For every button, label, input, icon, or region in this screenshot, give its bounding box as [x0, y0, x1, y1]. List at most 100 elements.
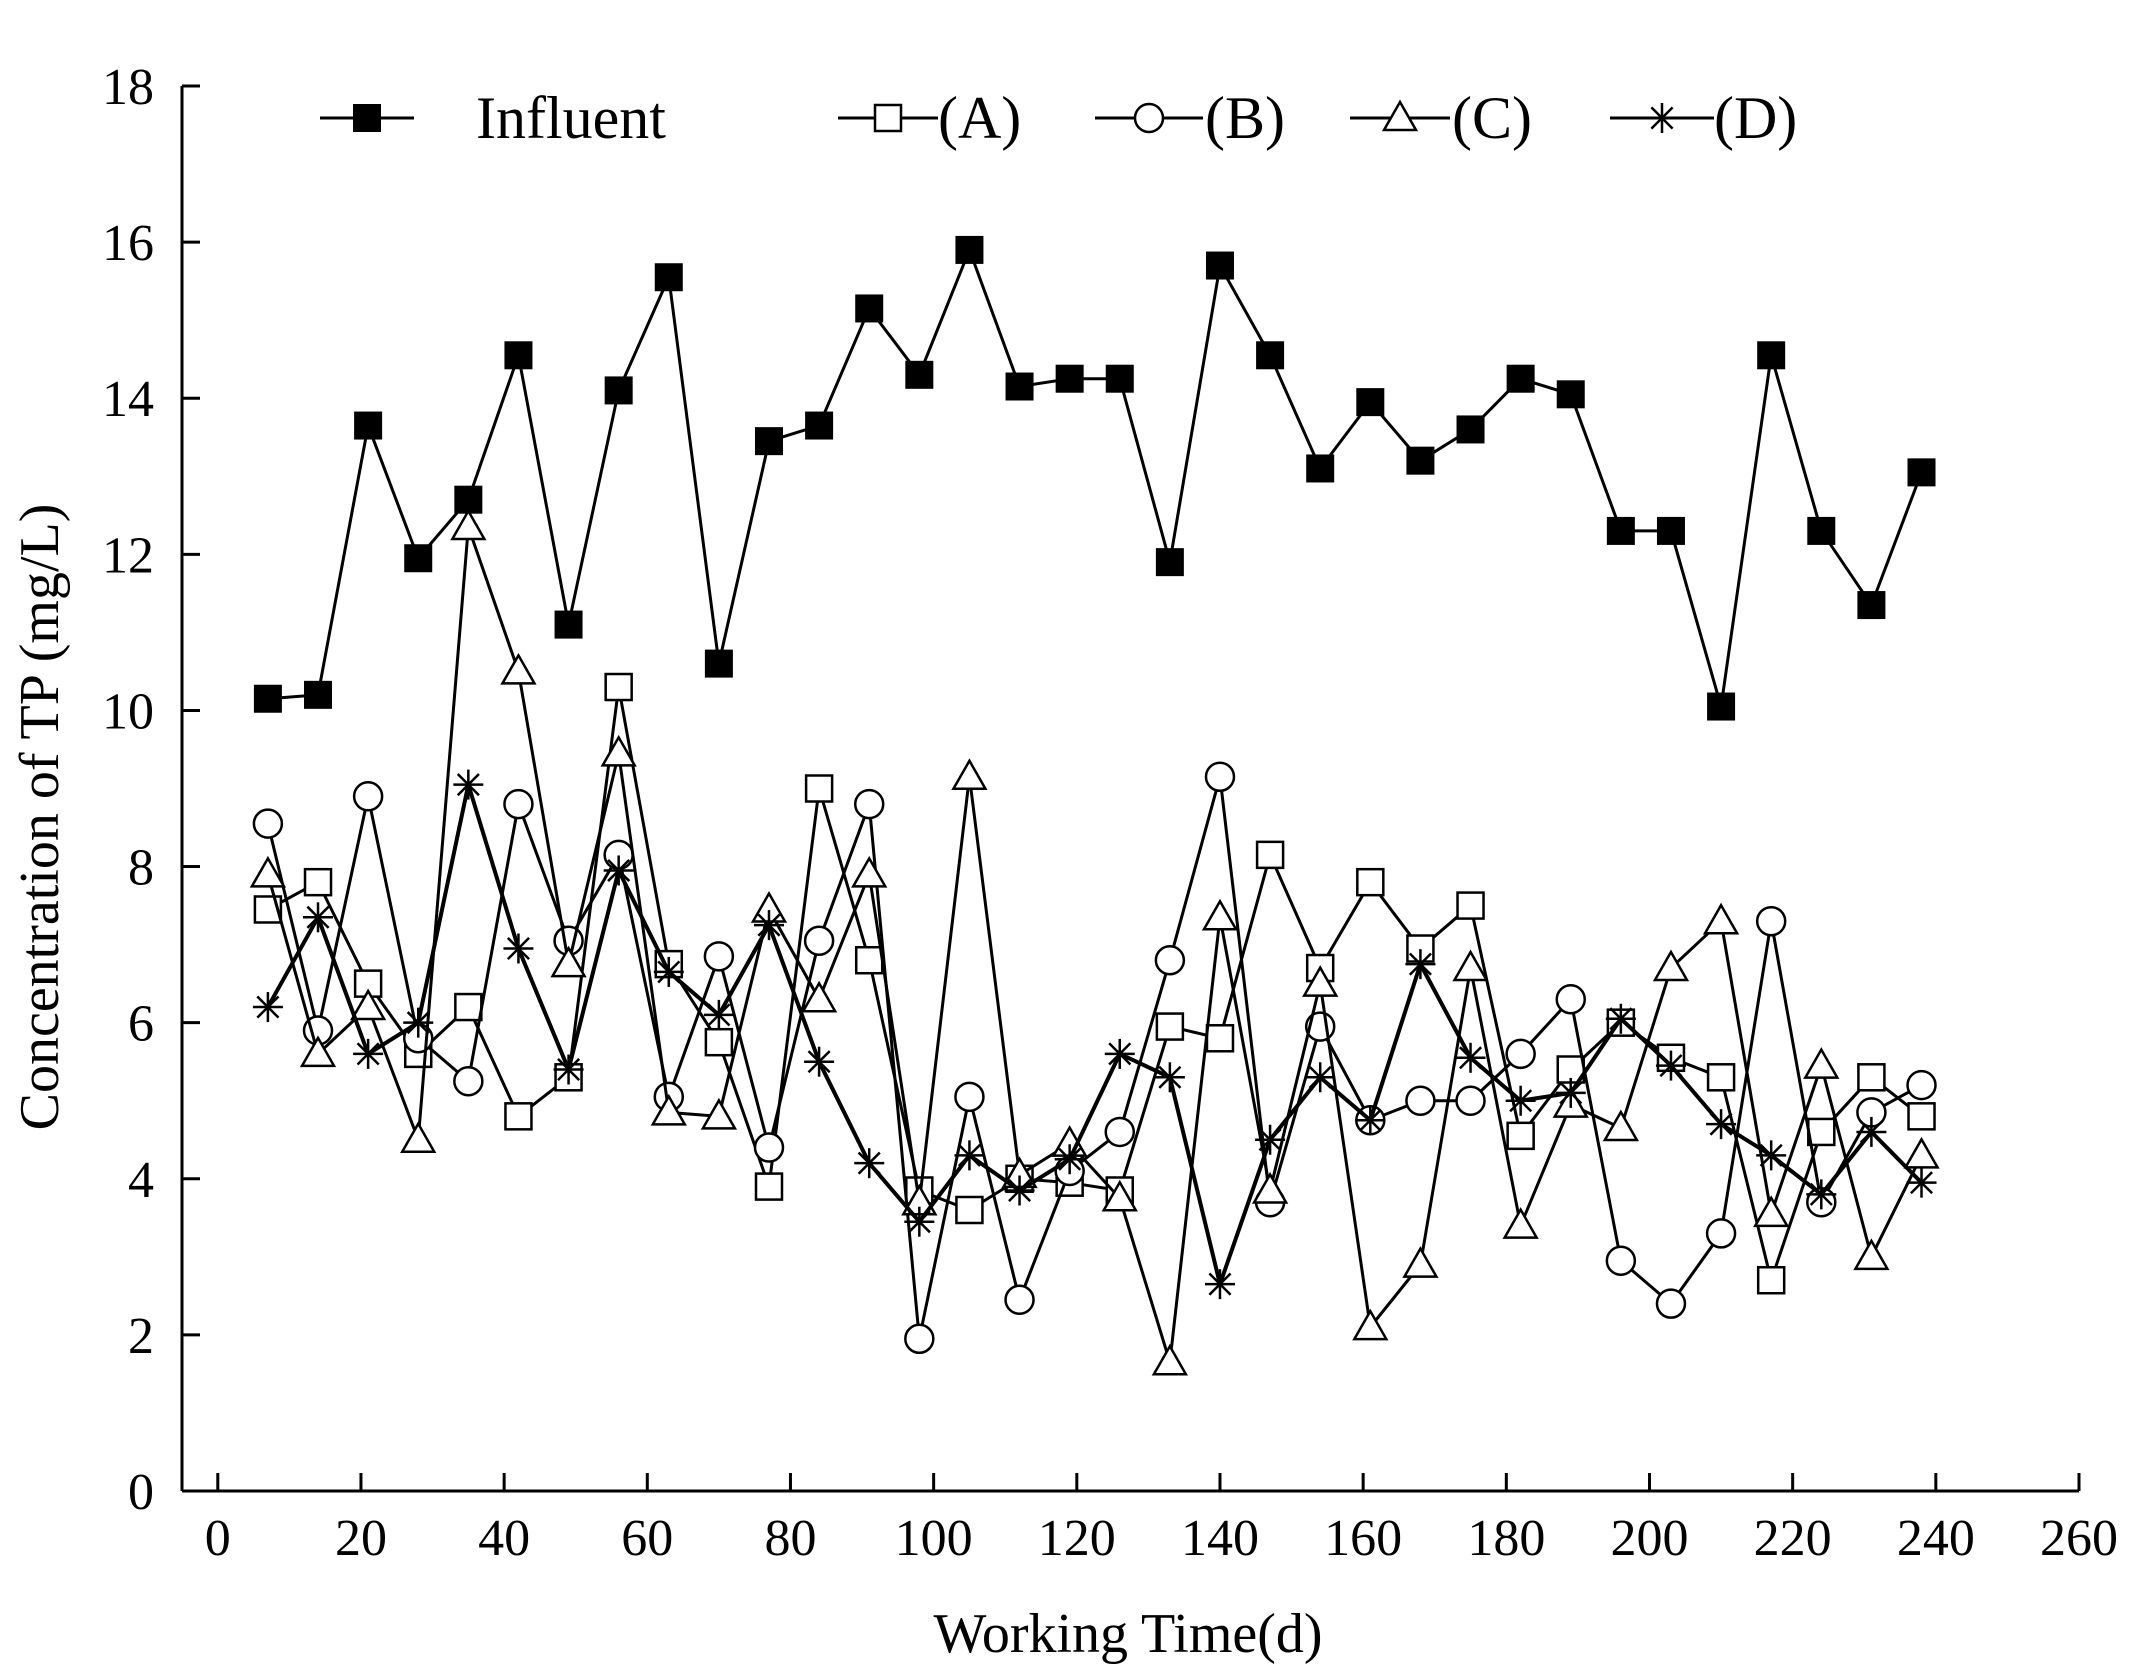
- x-tick-label: 140: [1181, 1510, 1259, 1567]
- y-tick-label: 10: [102, 683, 154, 740]
- data-point-a: [1356, 867, 1385, 897]
- data-point-c: [1853, 1238, 1890, 1271]
- data-point-a: [1907, 1102, 1936, 1131]
- legend-item-d: (D): [1610, 85, 1797, 151]
- y-tick-label: 16: [102, 215, 154, 272]
- data-point-d: [303, 902, 334, 933]
- legend-marker-d: [1647, 103, 1677, 133]
- data-point-d: [1355, 1105, 1386, 1136]
- x-tick-label: 240: [1897, 1510, 1975, 1567]
- data-point-influent: [1807, 516, 1836, 545]
- series-line-a: [267, 686, 1923, 1286]
- data-point-c: [1753, 1195, 1790, 1228]
- data-point-influent: [1907, 458, 1936, 487]
- y-axis-title: Concentration of TP (mg/L): [9, 504, 71, 1131]
- data-point-a: [1155, 1012, 1185, 1041]
- series-c: [249, 508, 1940, 1376]
- data-point-b: [1455, 1085, 1486, 1116]
- data-point-influent: [404, 544, 433, 573]
- data-point-b: [1755, 905, 1787, 937]
- legend-marker-c: [1381, 99, 1419, 132]
- legend-marker-b: [1133, 102, 1165, 134]
- data-point-d: [503, 933, 534, 964]
- data-point-influent: [1656, 516, 1685, 545]
- data-point-a: [804, 774, 834, 803]
- data-point-d: [1906, 1167, 1937, 1198]
- y-tick-label: 0: [128, 1464, 154, 1521]
- data-point-a: [955, 1195, 984, 1225]
- legend-label-influent: Influent: [476, 85, 666, 151]
- data-point-c: [450, 508, 487, 541]
- x-tick-label: 40: [478, 1510, 530, 1567]
- data-point-influent: [253, 684, 282, 713]
- series-line-c: [266, 526, 1923, 1363]
- data-point-c: [1402, 1246, 1439, 1278]
- data-point-b: [1405, 1085, 1436, 1116]
- data-point-influent: [504, 341, 533, 370]
- x-tick-label: 120: [1038, 1510, 1116, 1567]
- data-point-influent: [1757, 341, 1786, 370]
- data-point-c: [349, 988, 387, 1021]
- data-point-c: [600, 734, 637, 767]
- y-tick-label: 18: [102, 59, 154, 116]
- data-point-influent: [554, 610, 583, 639]
- data-point-influent: [1306, 454, 1335, 483]
- data-point-c: [550, 945, 587, 978]
- data-point-c: [800, 980, 838, 1013]
- data-point-c: [1352, 1308, 1389, 1341]
- data-point-c: [1452, 949, 1489, 982]
- data-point-b: [1906, 1069, 1937, 1101]
- data-point-influent: [1105, 364, 1134, 393]
- data-point-a: [1506, 1121, 1535, 1151]
- data-point-b: [904, 1323, 935, 1355]
- data-point-a: [1255, 840, 1285, 870]
- x-tick-label: 160: [1324, 1510, 1402, 1567]
- data-point-influent: [1055, 364, 1084, 393]
- data-point-b: [753, 1132, 785, 1163]
- data-point-d: [1305, 1062, 1336, 1093]
- series-layer: [249, 235, 1940, 1376]
- data-point-b: [1004, 1284, 1035, 1316]
- series-a: [253, 672, 1936, 1295]
- data-point-d: [1154, 1062, 1185, 1093]
- data-point-b: [954, 1081, 985, 1113]
- data-point-d: [353, 1038, 384, 1069]
- legend-item-c: (C): [1350, 85, 1532, 151]
- data-point-b: [453, 1065, 484, 1097]
- y-tick-label: 14: [102, 371, 154, 428]
- data-point-c: [1251, 1171, 1289, 1204]
- data-point-a: [704, 1027, 734, 1057]
- legend-label-b: (B): [1205, 85, 1285, 151]
- data-point-influent: [1155, 548, 1184, 577]
- data-point-a: [1857, 1063, 1886, 1092]
- data-point-d: [954, 1140, 985, 1171]
- x-axis-title: Working Time(d): [933, 1603, 1322, 1665]
- data-point-influent: [805, 411, 834, 440]
- legend-item-a: (A): [838, 85, 1021, 151]
- data-point-c: [1201, 898, 1239, 931]
- data-point-b: [252, 808, 284, 839]
- data-point-influent: [1356, 388, 1385, 417]
- data-point-b: [1104, 1116, 1136, 1148]
- data-point-d: [1856, 1116, 1887, 1147]
- data-point-influent: [1205, 251, 1234, 280]
- data-point-c: [400, 1121, 437, 1153]
- data-point-a: [1456, 891, 1485, 920]
- data-point-a: [1205, 1024, 1235, 1053]
- data-point-c: [299, 1035, 337, 1068]
- y-tick-label: 2: [128, 1308, 154, 1365]
- data-point-c: [851, 855, 888, 888]
- y-tick-label: 6: [128, 996, 154, 1053]
- data-point-b: [1705, 1218, 1737, 1249]
- x-tick-label: 80: [764, 1510, 816, 1567]
- data-point-d: [1655, 1050, 1686, 1081]
- x-tick-label: 20: [335, 1510, 387, 1567]
- axes: 0 20 40 60 80 100 120 140 160 180 200 220 240 260 0 2 4 6…: [102, 59, 2118, 1567]
- data-point-d: [653, 956, 684, 987]
- data-point-c: [1302, 965, 1339, 997]
- data-point-d: [553, 1054, 584, 1085]
- data-point-d: [603, 855, 634, 886]
- data-point-d: [252, 992, 283, 1023]
